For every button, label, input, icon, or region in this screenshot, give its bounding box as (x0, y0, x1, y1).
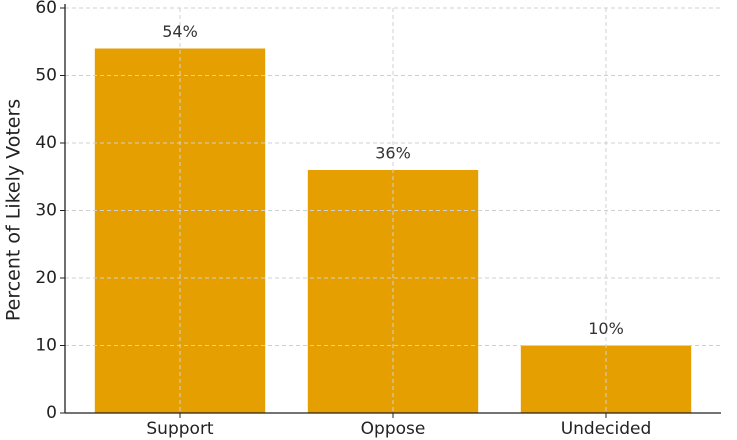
y-tick-label: 0 (46, 403, 57, 423)
y-tick-label: 50 (35, 66, 57, 86)
value-label: 54% (162, 22, 198, 41)
x-tick-label: Support (146, 419, 214, 439)
x-tick-label: Undecided (561, 419, 652, 439)
value-label: 10% (588, 319, 624, 338)
y-tick-label: 20 (35, 268, 57, 288)
y-tick-label: 10 (35, 336, 57, 356)
x-tick-label: Oppose (361, 419, 426, 439)
y-tick-label: 40 (35, 133, 57, 153)
y-tick-label: 60 (35, 0, 57, 18)
value-label: 36% (375, 144, 411, 163)
y-axis-label: Percent of Likely Voters (3, 99, 25, 321)
y-tick-label: 30 (35, 201, 57, 221)
